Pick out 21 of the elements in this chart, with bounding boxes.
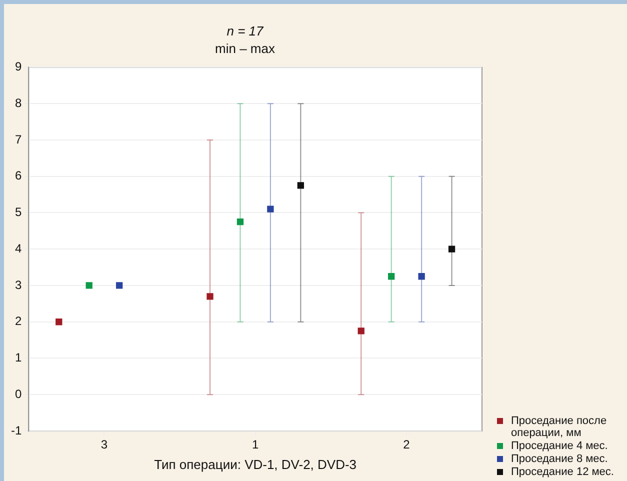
- y-tick-label: 9: [14, 60, 22, 74]
- y-tick-label: 5: [14, 205, 22, 220]
- legend-label: Проседание 12 мес.: [511, 466, 614, 478]
- x-tick-label: 1: [252, 438, 259, 452]
- y-tick-label: 8: [14, 96, 22, 110]
- y-tick-label: -1: [11, 423, 22, 438]
- y-tick-label: 4: [14, 241, 22, 256]
- legend-label: Проседание после операции, мм: [511, 415, 608, 439]
- y-tick-label: 0: [14, 386, 22, 401]
- legend-label: Проседание 8 мес.: [511, 453, 608, 465]
- x-axis-title: Тип операции: VD-1, DV-2, DVD-3: [154, 456, 357, 472]
- legend-label: Проседание 4 мес.: [511, 440, 608, 452]
- x-tick-label: 3: [100, 438, 108, 452]
- y-tick-label: 1: [14, 350, 22, 365]
- y-tick-label: 2: [14, 314, 22, 328]
- y-tick-label: 7: [14, 132, 22, 146]
- y-tick-label: 3: [14, 278, 22, 292]
- chart-title: n = 17: [226, 23, 264, 38]
- y-tick-label: 6: [14, 168, 22, 183]
- x-tick-label: 2: [403, 438, 410, 452]
- chart-subtitle: min – max: [215, 40, 276, 56]
